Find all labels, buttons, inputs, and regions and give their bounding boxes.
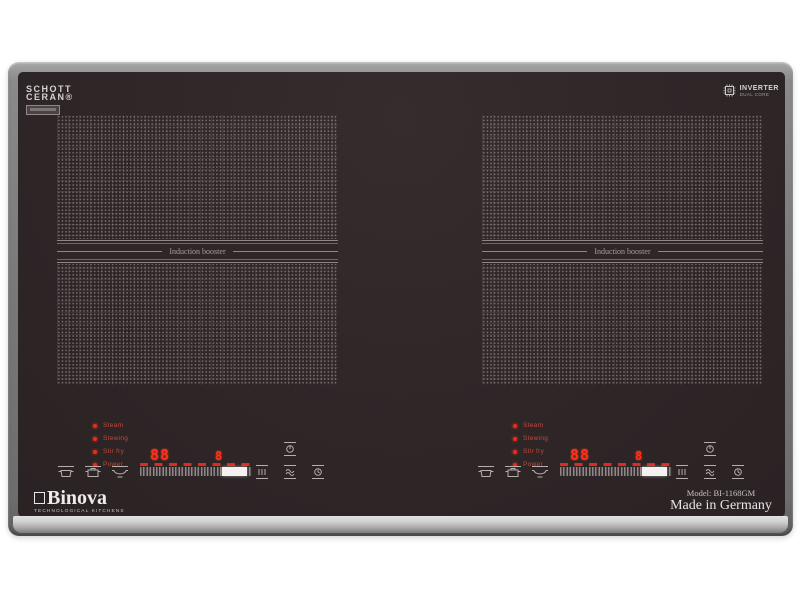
binova-logo: Binova TECHNOLOGICAL KITCHENS	[34, 487, 125, 514]
slider-level-marks	[560, 463, 672, 466]
led-dot	[93, 423, 97, 428]
cooking-zone-left: Induction booster	[57, 115, 338, 385]
model-number: Model: BI-1168GM	[686, 488, 756, 498]
indicator-label: Stewing	[523, 435, 549, 442]
steamer-icon[interactable]	[477, 464, 495, 480]
led-dot	[93, 462, 97, 467]
level-display: 8	[215, 449, 223, 463]
led-dot	[93, 449, 97, 454]
schott-logo-line2: CERAN®	[26, 92, 74, 102]
indicator-power: Power	[513, 458, 548, 471]
indicator-label: Stir fry	[103, 448, 125, 455]
indicator-stewing: Stewing	[513, 432, 548, 445]
pot-icon[interactable]	[84, 464, 102, 480]
brand-name: Binova	[47, 487, 108, 509]
made-in-label: Made in Germany	[670, 498, 772, 513]
indicator-power: Power	[93, 458, 128, 471]
mode-indicators: Steam Stewing Stir fry Power	[513, 419, 548, 471]
indicator-label: Stewing	[103, 435, 129, 442]
wok-icon[interactable]	[531, 464, 549, 480]
power-slider[interactable]	[140, 467, 252, 476]
inverter-label: INVERTER	[739, 84, 779, 92]
cooktop-frame: SCHOTT CERAN® INVERTER DUAL CORE	[8, 62, 793, 536]
power-display: 88	[150, 446, 171, 464]
indicator-steam: Steam	[513, 419, 548, 432]
cooking-zone-right: Induction booster	[482, 115, 763, 385]
model-info: Model: BI-1168GM Made in Germany	[661, 488, 781, 513]
indicator-label: Steam	[103, 422, 124, 429]
power-icon[interactable]	[283, 441, 297, 457]
inverter-logo: INVERTER DUAL CORE	[722, 83, 779, 98]
glass-surface: SCHOTT CERAN® INVERTER DUAL CORE	[18, 72, 785, 517]
timer-icon[interactable]	[311, 464, 325, 480]
frame-front-edge	[13, 516, 788, 533]
indicator-label: Stir fry	[523, 448, 545, 455]
power-slider[interactable]	[560, 467, 672, 476]
indicator-label: Power	[103, 461, 123, 468]
led-dot	[513, 436, 517, 441]
zone-left-label: Induction booster	[169, 247, 226, 256]
led-dot	[513, 449, 517, 454]
inverter-sublabel: DUAL CORE	[739, 91, 770, 97]
control-panel-left: Steam Stewing Stir fry Power 88 8	[55, 417, 355, 485]
wave-icon[interactable]	[703, 464, 717, 480]
schott-ceran-logo: SCHOTT CERAN®	[26, 85, 74, 115]
indicator-stewing: Stewing	[93, 432, 128, 445]
indicator-label: Steam	[523, 422, 544, 429]
zone-right-label: Induction booster	[594, 247, 651, 256]
led-dot	[513, 423, 517, 428]
led-dot	[513, 462, 517, 467]
zone-left-booster-band: Induction booster	[57, 239, 338, 264]
brand-tagline: TECHNOLOGICAL KITCHENS	[34, 509, 125, 514]
pot-icon[interactable]	[504, 464, 522, 480]
zone-right-booster-band: Induction booster	[482, 239, 763, 264]
binova-square-mark	[34, 492, 45, 504]
wave-icon[interactable]	[283, 464, 297, 480]
slider-level-marks	[140, 463, 252, 466]
indicator-label: Power	[523, 461, 543, 468]
wok-icon[interactable]	[111, 464, 129, 480]
chip-icon	[722, 83, 737, 98]
indicator-stirfry: Stir fry	[513, 445, 548, 458]
timer-icon[interactable]	[731, 464, 745, 480]
schott-badge	[26, 105, 60, 115]
power-display: 88	[570, 446, 591, 464]
steamer-icon[interactable]	[57, 464, 75, 480]
level-display: 8	[635, 449, 643, 463]
mode-indicators: Steam Stewing Stir fry Power	[93, 419, 128, 471]
control-panel-right: Steam Stewing Stir fry Power 88 8	[475, 417, 775, 485]
slider-active-segment	[222, 467, 247, 476]
slider-active-segment	[642, 467, 667, 476]
schott-logo-line1: SCHOTT	[26, 84, 72, 94]
led-dot	[93, 436, 97, 441]
indicator-stirfry: Stir fry	[93, 445, 128, 458]
indicator-steam: Steam	[93, 419, 128, 432]
vertical-bars-icon[interactable]	[255, 464, 269, 480]
power-icon[interactable]	[703, 441, 717, 457]
vertical-bars-icon[interactable]	[675, 464, 689, 480]
